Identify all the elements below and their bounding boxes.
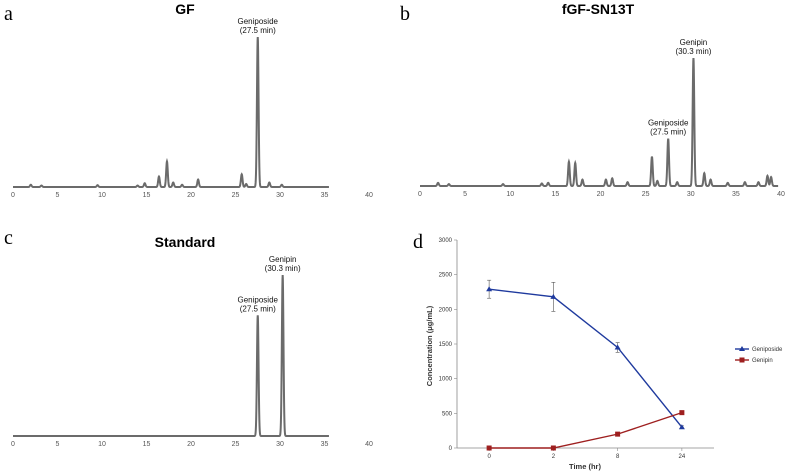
legend-label: Genipin xyxy=(752,358,773,364)
data-point xyxy=(486,445,492,451)
panel-letter-b: b xyxy=(400,3,410,25)
x-tick-label: 0 xyxy=(11,192,15,199)
x-tick-label: 0 xyxy=(487,454,491,460)
peak-label: Geniposide xyxy=(648,119,689,128)
legend-swatch-marker xyxy=(739,357,745,363)
x-tick-label: 8 xyxy=(616,454,620,460)
x-tick-label: 25 xyxy=(232,441,240,448)
panel-d: d 0 500 1000 1500 2000 2500 3000 0 2 8 24 Geniposi… xyxy=(413,231,783,471)
peak-annotations-a: Geniposide(27.5 min) xyxy=(238,17,279,35)
data-point xyxy=(550,445,556,451)
x-tick-labels-c: 0 5 10 15 20 25 30 35 40 xyxy=(11,441,373,448)
x-tick-label: 35 xyxy=(321,192,329,199)
legend-label: Geniposide xyxy=(752,347,783,353)
x-tick-label: 15 xyxy=(143,192,151,199)
chromatogram-trace-b xyxy=(420,57,779,187)
y-tick-label: 500 xyxy=(442,411,453,417)
x-tick-label: 25 xyxy=(232,192,240,199)
x-tick-labels-b: 0 5 10 15 20 25 30 35 40 xyxy=(418,191,785,198)
line-chart-series xyxy=(486,279,685,451)
x-axis-title: Time (hr) xyxy=(569,462,601,471)
data-point xyxy=(486,286,493,292)
chart-title-c: Standard xyxy=(155,234,216,250)
legend: Geniposide Genipin xyxy=(735,346,783,364)
x-tick-labels-a: 0 5 10 15 20 25 30 35 40 xyxy=(11,192,373,199)
panel-letter-a: a xyxy=(4,3,13,25)
x-tick-label: 10 xyxy=(98,441,106,448)
y-axis-title: Concentration (μg/mL) xyxy=(425,305,434,386)
x-tick-label: 40 xyxy=(777,191,785,198)
peak-retention-time: (30.3 min) xyxy=(675,47,711,56)
legend-swatch-marker xyxy=(739,346,745,351)
panel-letter-d: d xyxy=(413,231,423,253)
data-point xyxy=(615,431,621,437)
x-tick-label: 20 xyxy=(597,191,605,198)
peak-retention-time: (27.5 min) xyxy=(240,304,276,313)
series-genipin xyxy=(486,410,685,451)
peak-retention-time: (30.3 min) xyxy=(265,264,301,273)
peak-label: Genipin xyxy=(680,38,708,47)
panel-a: a GF 0 5 10 15 20 25 30 35 40 Geniposide(27.5 mi… xyxy=(4,1,373,199)
chromatogram-trace-a xyxy=(13,36,329,188)
y-tick-label: 2500 xyxy=(439,273,453,279)
peak-label: Geniposide xyxy=(238,295,279,304)
x-tick-label: 20 xyxy=(187,441,195,448)
data-point xyxy=(550,293,557,299)
x-tick-label: 2 xyxy=(552,454,556,460)
x-tick-label: 5 xyxy=(56,192,60,199)
y-tick-label: 1000 xyxy=(439,377,453,383)
peak-label: Geniposide xyxy=(238,17,279,26)
peak-retention-time: (27.5 min) xyxy=(240,26,276,35)
data-point xyxy=(614,344,621,350)
x-tick-label: 5 xyxy=(56,441,60,448)
x-tick-label: 15 xyxy=(143,441,151,448)
x-tick-label: 15 xyxy=(551,191,559,198)
chart-title-b: fGF-SN13T xyxy=(562,1,635,17)
x-tick-label: 30 xyxy=(276,192,284,199)
peak-retention-time: (27.5 min) xyxy=(650,128,686,137)
data-point xyxy=(678,424,685,430)
x-tick-label: 40 xyxy=(365,192,373,199)
y-tick-label: 3000 xyxy=(439,238,453,244)
x-tick-label: 35 xyxy=(732,191,740,198)
x-tick-label: 0 xyxy=(418,191,422,198)
panel-b: b fGF-SN13T 0 5 10 15 20 25 30 35 40 Geniposide(… xyxy=(400,1,785,198)
y-tick-label: 1500 xyxy=(439,342,453,348)
line-chart-axes: 0 500 1000 1500 2000 2500 3000 0 2 8 24 xyxy=(439,238,714,460)
x-tick-label: 20 xyxy=(187,192,195,199)
chromatogram-trace-c xyxy=(13,274,329,437)
x-tick-label: 0 xyxy=(11,441,15,448)
y-tick-label: 2000 xyxy=(439,307,453,313)
x-tick-label: 10 xyxy=(98,192,106,199)
x-tick-label: 5 xyxy=(463,191,467,198)
x-tick-label: 10 xyxy=(506,191,514,198)
peak-label: Genipin xyxy=(269,255,297,264)
panel-letter-c: c xyxy=(4,227,13,249)
x-tick-label: 40 xyxy=(365,441,373,448)
series-line xyxy=(489,411,683,449)
peak-annotations-b: Geniposide(27.5 min) Genipin(30.3 min) xyxy=(648,38,712,137)
y-tick-label: 0 xyxy=(449,446,453,452)
x-tick-label: 24 xyxy=(679,454,686,460)
series-line xyxy=(489,288,683,428)
x-tick-label: 35 xyxy=(321,441,329,448)
chart-title-a: GF xyxy=(175,1,195,17)
x-tick-label: 25 xyxy=(642,191,650,198)
x-tick-label: 30 xyxy=(276,441,284,448)
panel-c: c Standard 0 5 10 15 20 25 30 35 40 Geniposide(2… xyxy=(4,227,373,448)
data-point xyxy=(679,410,685,416)
peak-annotations-c: Geniposide(27.5 min) Genipin(30.3 min) xyxy=(238,255,302,313)
series-geniposide xyxy=(486,279,685,430)
x-tick-label: 30 xyxy=(687,191,695,198)
